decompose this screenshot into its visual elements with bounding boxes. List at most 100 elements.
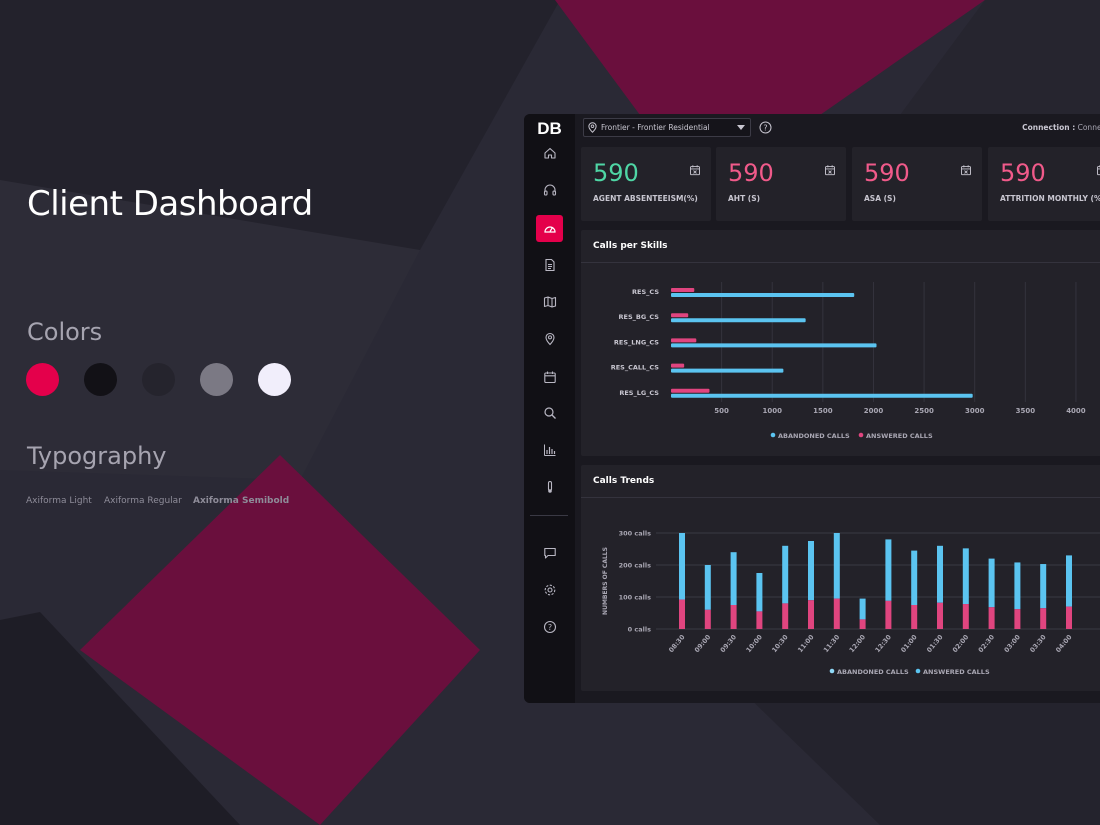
x-tick-label: 12:30 xyxy=(873,633,893,654)
bar-abandoned xyxy=(671,318,806,323)
bar-abandoned xyxy=(782,545,789,604)
calls-trends-title: Calls Trends xyxy=(593,476,655,486)
bar-chart-icon xyxy=(543,444,555,456)
location-selector-value: Frontier - Frontier Residential xyxy=(601,123,710,132)
bar-abandoned xyxy=(962,548,969,605)
bar-answered xyxy=(756,611,763,629)
kpi-value: 590 xyxy=(593,159,639,187)
card-divider xyxy=(581,262,1100,263)
x-tick-label: 2500 xyxy=(914,407,934,415)
bar-abandoned xyxy=(911,550,918,605)
sidebar-item-headphones[interactable] xyxy=(536,176,563,203)
sidebar-item-location-pin[interactable] xyxy=(536,325,563,352)
card-divider xyxy=(581,497,1100,498)
color-swatch-dark-gray xyxy=(142,363,175,396)
x-tick-label: 500 xyxy=(714,407,729,415)
legend-marker xyxy=(770,432,776,438)
kpi-label: AHT (S) xyxy=(728,194,761,203)
calls-per-skills-title: Calls per Skills xyxy=(593,241,668,251)
sidebar-item-search[interactable] xyxy=(536,399,563,426)
location-pin-icon xyxy=(544,332,555,345)
category-label: RES_CS xyxy=(632,288,659,296)
svg-text:?: ? xyxy=(763,123,767,132)
sidebar-item-gauge[interactable] xyxy=(536,215,563,242)
legend-label: ANSWERED CALLS xyxy=(866,432,933,440)
help-icon[interactable]: ? xyxy=(759,121,772,134)
kpi-card[interactable]: 590 ASA (S) xyxy=(852,147,982,221)
y-tick-label: 300 calls xyxy=(619,530,652,538)
bar-answered xyxy=(671,388,710,393)
x-tick-label: 03:00 xyxy=(1002,633,1022,654)
calendar-x-icon[interactable] xyxy=(689,164,701,176)
bar-abandoned xyxy=(1014,562,1021,610)
location-pin-icon xyxy=(588,122,597,133)
kpi-value: 590 xyxy=(1000,159,1046,187)
sidebar: DB ? xyxy=(524,114,575,703)
y-tick-label: 100 calls xyxy=(619,594,652,602)
legend-label: ANSWERED CALLS xyxy=(923,668,990,676)
colors-heading: Colors xyxy=(27,318,103,346)
kpi-card[interactable]: 590 ATTRITION MONTHLY (%) xyxy=(988,147,1100,221)
kpi-card[interactable]: 590 AGENT ABSENTEEISM(%) xyxy=(581,147,711,221)
svg-text:?: ? xyxy=(547,622,551,631)
bar-abandoned xyxy=(704,565,711,610)
kpi-value: 590 xyxy=(728,159,774,187)
x-tick-label: 09:00 xyxy=(693,633,713,654)
sidebar-item-help[interactable]: ? xyxy=(536,613,563,640)
sidebar-item-bar-chart[interactable] xyxy=(536,436,563,463)
bar-answered xyxy=(885,600,892,629)
kpi-label: AGENT ABSENTEEISM(%) xyxy=(593,194,698,203)
sidebar-item-document[interactable] xyxy=(536,251,563,278)
search-icon xyxy=(543,406,556,419)
sidebar-item-settings[interactable] xyxy=(536,576,563,603)
bar-abandoned xyxy=(937,545,943,603)
x-tick-label: 09:30 xyxy=(719,633,739,654)
bar-answered xyxy=(730,605,737,629)
category-label: RES_CALL_CS xyxy=(611,364,660,372)
calendar-x-icon[interactable] xyxy=(960,164,972,176)
bar-answered xyxy=(937,602,943,629)
x-tick-label: 1000 xyxy=(762,407,782,415)
x-tick-label: 10:00 xyxy=(744,633,764,654)
font-sample-regular: Axiforma Regular xyxy=(104,496,182,506)
font-sample-semibold: Axiforma Semibold xyxy=(193,496,290,506)
gauge-icon xyxy=(543,225,556,233)
category-label: RES_BG_CS xyxy=(619,313,660,321)
calls-per-skills-chart: 500 1000 1500 2000 2500 3000 3500 4000 RES_CS RES… xyxy=(611,282,1086,440)
x-tick-label: 03:30 xyxy=(1028,633,1048,654)
kpi-card[interactable]: 590 AHT (S) xyxy=(716,147,846,221)
sidebar-item-thermometer[interactable] xyxy=(536,473,563,500)
legend-marker xyxy=(915,668,921,674)
calls-trends-card: Calls Trends 0 calls 100 calls 200 calls 30… xyxy=(581,465,1100,691)
bar-answered xyxy=(671,363,685,368)
bar-answered xyxy=(808,600,814,629)
sidebar-item-map[interactable] xyxy=(536,288,563,315)
sidebar-item-calendar[interactable] xyxy=(536,363,563,390)
legend-marker xyxy=(858,432,864,438)
y-tick-label: 200 calls xyxy=(619,562,652,570)
x-tick-label: 01:30 xyxy=(925,633,945,654)
top-bar: Frontier - Frontier Residential ? Connec… xyxy=(575,114,1100,142)
chat-icon xyxy=(543,547,556,559)
bar-abandoned xyxy=(808,541,814,601)
calendar-icon xyxy=(543,371,556,383)
bar-answered xyxy=(1040,608,1047,629)
bar-answered xyxy=(1066,606,1072,629)
x-tick-label: 01:00 xyxy=(899,633,919,654)
calendar-x-icon[interactable] xyxy=(824,164,836,176)
x-tick-label: 2000 xyxy=(864,407,884,415)
sidebar-item-home[interactable] xyxy=(536,139,563,166)
location-selector[interactable]: Frontier - Frontier Residential xyxy=(583,118,751,137)
calendar-x-icon[interactable] xyxy=(1096,164,1100,176)
x-tick-label: 10:30 xyxy=(770,633,790,654)
bar-answered xyxy=(1014,609,1021,629)
x-tick-label: 3500 xyxy=(1016,407,1036,415)
bar-abandoned xyxy=(988,558,995,608)
settings-icon xyxy=(544,584,555,595)
x-tick-label: 3000 xyxy=(965,407,985,415)
y-tick-label: 0 calls xyxy=(628,626,651,634)
x-tick-label: 11:00 xyxy=(796,633,816,654)
bar-answered xyxy=(671,313,689,318)
sidebar-item-chat[interactable] xyxy=(536,539,563,566)
chevron-down-icon xyxy=(737,125,745,130)
